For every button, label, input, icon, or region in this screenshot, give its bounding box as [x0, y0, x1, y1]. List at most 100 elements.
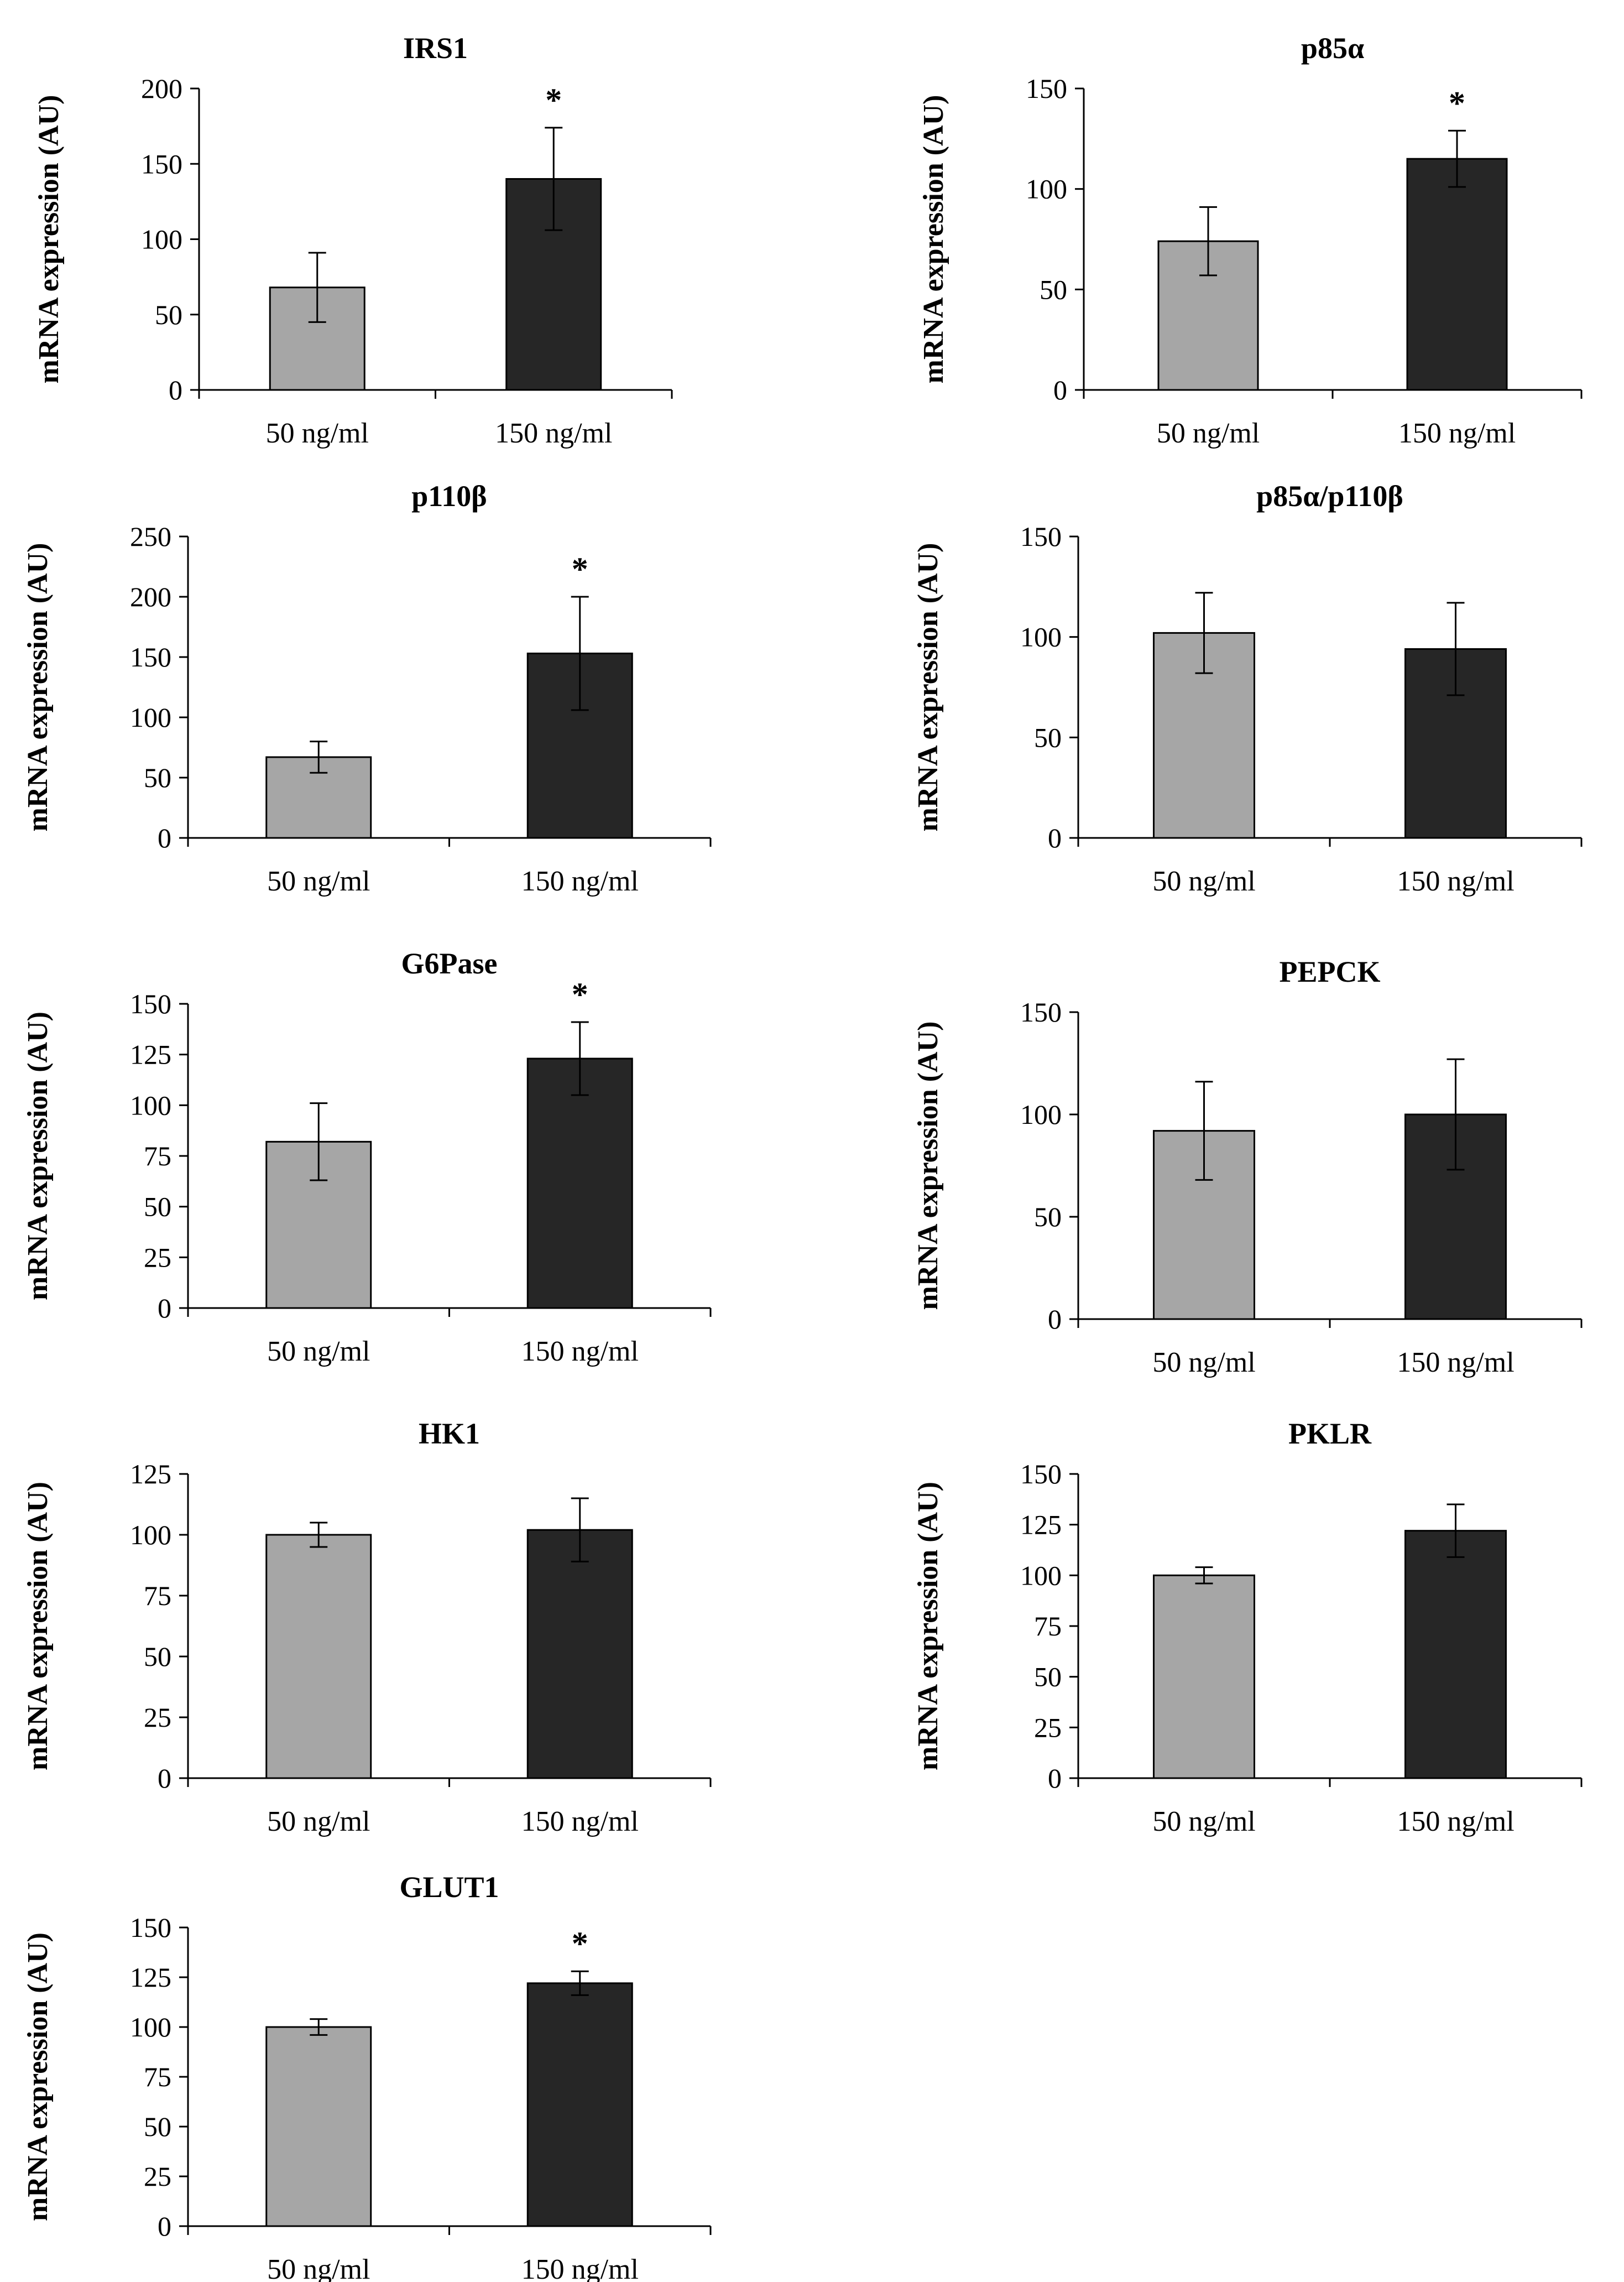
x-category-label: 50 ng/ml: [1152, 866, 1255, 897]
x-category-label: 150 ng/ml: [1398, 418, 1516, 449]
chart-4: p85α/p110β mRNA expression (AU) 0 50 100 150 5…: [912, 480, 1583, 897]
y-tick-label: 125: [1020, 1509, 1062, 1540]
y-axis-label: mRNA expression (AU): [22, 543, 54, 832]
bar-high-dose: [1406, 158, 1508, 391]
y-tick-label: 25: [1034, 1712, 1062, 1743]
y-tick-label: 150: [1020, 997, 1062, 1028]
y-tick-label: 0: [158, 2211, 171, 2242]
chart-8: PKLR mRNA expression (AU) 0 25 50 75 100 125 150…: [912, 1417, 1583, 1837]
chart-title: p110β: [411, 480, 487, 513]
y-tick-label: 0: [1048, 822, 1062, 853]
x-category-label: 150 ng/ml: [1397, 866, 1514, 897]
y-tick-label: 150: [1020, 521, 1062, 552]
x-category-label: 150 ng/ml: [495, 418, 612, 449]
x-category-label: 50 ng/ml: [267, 1806, 370, 1837]
y-tick-label: 150: [130, 1912, 171, 1943]
y-axis-label: mRNA expression (AU): [912, 543, 944, 832]
y-tick-label: 250: [130, 521, 171, 552]
y-tick-label: 0: [158, 822, 171, 853]
chart-title: IRS1: [403, 32, 468, 65]
x-category-label: 50 ng/ml: [267, 866, 370, 897]
y-tick-label: 150: [130, 988, 171, 1019]
y-axis-label: mRNA expression (AU): [22, 1482, 54, 1770]
chart-title: p85α: [1301, 32, 1364, 65]
y-tick-label: 0: [1048, 1304, 1062, 1335]
significance-mark: *: [572, 1925, 588, 1962]
y-tick-label: 75: [144, 1140, 171, 1171]
y-tick-label: 150: [130, 642, 171, 673]
y-tick-label: 50: [144, 762, 171, 793]
chart-9: GLUT1 mRNA expression (AU) 0 25 50 75 100 125 15…: [22, 1871, 712, 2282]
y-axis-label: mRNA expression (AU): [912, 1482, 944, 1770]
y-tick-label: 100: [130, 1519, 171, 1550]
significance-mark: *: [572, 976, 588, 1013]
y-tick-label: 75: [1034, 1611, 1062, 1642]
y-axis-label: mRNA expression (AU): [33, 95, 65, 384]
y-tick-label: 150: [1020, 1458, 1062, 1489]
bar-high-dose: [526, 1982, 633, 2227]
y-tick-label: 50: [155, 299, 182, 330]
x-category-label: 50 ng/ml: [266, 418, 369, 449]
bar-high-dose: [526, 1529, 633, 1779]
y-tick-label: 50: [144, 2111, 171, 2142]
y-tick-label: 0: [158, 1763, 171, 1794]
y-tick-label: 150: [1026, 73, 1067, 104]
chart-title: G6Pase: [401, 947, 498, 980]
y-tick-label: 100: [1020, 1560, 1062, 1591]
y-tick-label: 25: [144, 1702, 171, 1733]
y-tick-label: 100: [130, 2012, 171, 2043]
x-category-label: 50 ng/ml: [1152, 1806, 1255, 1837]
chart-title: p85α/p110β: [1256, 480, 1403, 513]
y-tick-label: 100: [1020, 1099, 1062, 1130]
chart-3: p110β mRNA expression (AU) 0 50 100 150 200 250…: [22, 480, 712, 897]
chart-6: PEPCK mRNA expression (AU) 0 50 100 150 50 ng/…: [912, 955, 1583, 1378]
y-tick-label: 100: [130, 1090, 171, 1121]
y-tick-label: 0: [1053, 374, 1067, 405]
chart-2: p85α mRNA expression (AU) 0 50 100 150 50 ng/m…: [918, 32, 1583, 449]
y-tick-label: 50: [1040, 274, 1067, 305]
chart-title: PEPCK: [1280, 955, 1381, 988]
chart-title: GLUT1: [399, 1871, 499, 1904]
y-tick-label: 50: [144, 1641, 171, 1672]
significance-mark: *: [545, 82, 562, 118]
x-category-label: 150 ng/ml: [521, 866, 639, 897]
y-tick-label: 150: [141, 148, 182, 179]
x-category-label: 50 ng/ml: [267, 2254, 370, 2282]
chart-1: IRS1 mRNA expression (AU) 0 50 100 150 200 50 n…: [33, 32, 673, 449]
y-tick-label: 0: [169, 374, 182, 405]
y-tick-label: 25: [144, 1242, 171, 1273]
chart-7: HK1 mRNA expression (AU) 0 25 50 75 100 125 50 n…: [22, 1417, 712, 1837]
chart-5: G6Pase mRNA expression (AU) 0 25 50 75 100 125 1…: [22, 947, 712, 1367]
x-category-label: 150 ng/ml: [521, 2254, 639, 2282]
y-tick-label: 50: [144, 1191, 171, 1222]
bar-low-dose: [265, 2026, 372, 2227]
y-tick-label: 100: [1026, 174, 1067, 205]
y-tick-label: 0: [1048, 1763, 1062, 1794]
y-axis-label: mRNA expression (AU): [912, 1022, 944, 1310]
bar-high-dose: [526, 1057, 633, 1309]
y-axis-label: mRNA expression (AU): [22, 1012, 54, 1300]
chart-title: HK1: [419, 1417, 480, 1450]
chart-title: PKLR: [1288, 1417, 1372, 1450]
y-axis-label: mRNA expression (AU): [22, 1932, 54, 2221]
y-tick-label: 50: [1034, 722, 1062, 753]
y-tick-label: 75: [144, 1580, 171, 1611]
y-tick-label: 50: [1034, 1661, 1062, 1692]
y-tick-label: 200: [130, 581, 171, 612]
bar-high-dose: [1404, 1530, 1507, 1779]
x-category-label: 150 ng/ml: [521, 1806, 639, 1837]
y-tick-label: 50: [1034, 1201, 1062, 1232]
y-tick-label: 100: [130, 702, 171, 733]
bar-low-dose: [1153, 1574, 1255, 1779]
x-category-label: 50 ng/ml: [267, 1336, 370, 1367]
y-tick-label: 100: [1020, 622, 1062, 653]
y-tick-label: 125: [130, 1039, 171, 1070]
x-category-label: 50 ng/ml: [1152, 1347, 1255, 1378]
x-category-label: 150 ng/ml: [1397, 1806, 1514, 1837]
y-tick-label: 25: [144, 2161, 171, 2192]
y-tick-label: 0: [158, 1293, 171, 1324]
y-tick-label: 75: [144, 2061, 171, 2092]
x-category-label: 50 ng/ml: [1157, 418, 1260, 449]
y-tick-label: 125: [130, 1962, 171, 1993]
